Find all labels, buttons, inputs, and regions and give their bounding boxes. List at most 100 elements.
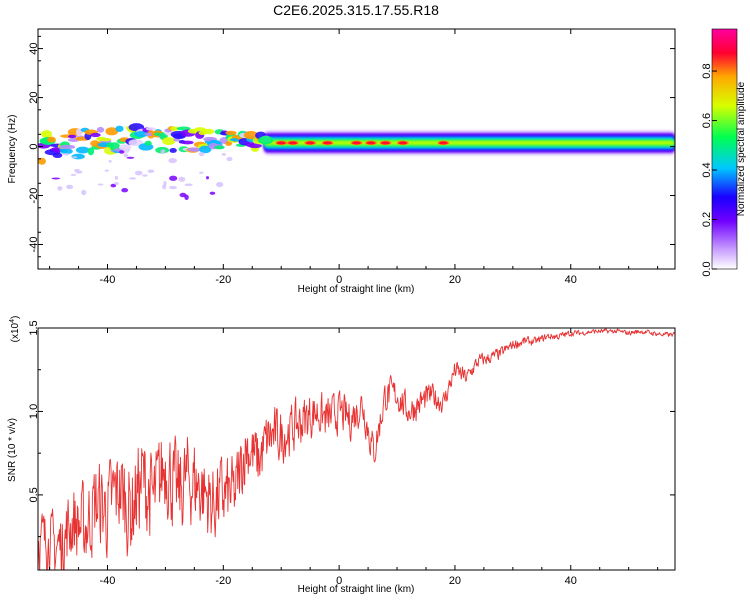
snr-background [38, 328, 675, 570]
spectrogram-faint-blob [119, 150, 125, 154]
spectrogram-blob [97, 137, 112, 142]
snr-x-tick-label: 40 [565, 575, 577, 587]
spectrogram-image [38, 123, 675, 201]
spectrogram-blob [199, 145, 212, 154]
spectrogram-faint-blob [221, 153, 227, 156]
spectrogram-y-axis-label: Frequency (Hz) [7, 115, 18, 184]
colorbar: 0.0 0.2 0.4 0.6 0.8 Normalized spectral ampl… [701, 28, 747, 277]
spectrogram-faint-blob [184, 183, 193, 187]
spectrogram-faint-blob [114, 182, 119, 185]
spectrogram-hotspot [366, 141, 376, 145]
spectrogram-blob [76, 128, 83, 137]
colorbar-gradient [711, 28, 738, 270]
spectrogram-faint-blob [110, 183, 117, 188]
spectrogram-faint-blob [142, 174, 148, 177]
spectrogram-blob [187, 147, 202, 152]
colorbar-tick-label: 0.4 [701, 162, 713, 177]
spectrogram-hotspot [438, 141, 448, 145]
spectrogram-faint-blob [184, 194, 189, 201]
snr-y-scale-note: (x104) [9, 316, 21, 343]
spectrogram-blob [169, 148, 177, 153]
spectrogram-x-tick-label: -40 [100, 274, 116, 286]
spectrogram-blob [134, 130, 149, 138]
snr-y-tick-label: 0.5 [28, 487, 40, 502]
colorbar-tick-label: 0.8 [701, 63, 713, 78]
spectrogram-blob [257, 136, 274, 145]
spectrogram-faint-blob [57, 186, 63, 191]
spectrogram-panel: -40 -20 0 20 40 -40 -20 0 20 40 Height of straigh… [7, 28, 676, 295]
spectrogram-faint-blob [71, 156, 78, 159]
spectrogram-faint-blob [81, 189, 87, 196]
spectrogram-blob [96, 126, 105, 133]
spectrogram-blob [40, 130, 53, 139]
spectrogram-faint-blob [121, 187, 129, 193]
spectrogram-blob [47, 136, 56, 143]
spectrogram-ticks: -40 -20 0 20 40 -40 -20 0 20 40 [28, 29, 675, 286]
spectrogram-blob [67, 134, 77, 139]
spectrogram-faint-blob [51, 177, 61, 180]
spectrogram-blob [225, 130, 237, 136]
spectrogram-hotspot [352, 141, 361, 145]
snr-frame [37, 327, 676, 571]
spectrogram-faint-blob [126, 156, 135, 159]
spectrogram-blob [59, 144, 76, 150]
spectrogram-blob [75, 146, 90, 154]
spectrogram-x-tick-label: -20 [215, 274, 231, 286]
spectrogram-blob [63, 148, 73, 154]
spectrogram-faint-blob [169, 185, 178, 190]
spectrogram-faint-blob [205, 176, 210, 180]
spectrogram-faint-blob [104, 169, 109, 172]
snr-y-tick-label: 1.5 [28, 320, 40, 335]
spectrogram-y-tick-label: 20 [28, 91, 40, 103]
spectrogram-blob [248, 143, 262, 149]
spectrogram-blob [202, 128, 215, 135]
spectrogram-x-tick-label: 0 [336, 274, 342, 286]
snr-x-axis-label: Height of straight line (km) [298, 584, 415, 595]
colorbar-tick-label: 0.0 [701, 261, 713, 276]
spectrogram-x-axis-label: Height of straight line (km) [298, 284, 415, 295]
spectrogram-hotspot [276, 141, 286, 145]
snr-y-axis-label: SNR (10 * v/v) [7, 418, 18, 482]
spectrogram-blob [115, 125, 124, 132]
spectrogram-hotspot [398, 141, 408, 145]
spectrogram-blob [225, 141, 233, 146]
spectrogram-faint-blob [74, 168, 80, 172]
spectrogram-hotspot [288, 141, 298, 145]
spectrogram-faint-blob [63, 153, 70, 156]
spectrogram-y-tick-label: 40 [28, 42, 40, 54]
colorbar-tick-label: 0.2 [701, 212, 713, 227]
spectrogram-y-tick-label: -40 [28, 237, 40, 253]
spectrogram-blob [170, 126, 179, 131]
spectrogram-y-tick-label: -20 [28, 188, 40, 204]
spectrogram-faint-blob [215, 181, 224, 188]
spectrogram-faint-blob [147, 169, 155, 173]
spectrogram-hotspot [305, 141, 315, 145]
spectrogram-faint-blob [108, 160, 112, 163]
spectrogram-blob [87, 147, 95, 156]
snr-x-tick-label: 20 [449, 575, 461, 587]
spectrogram-faint-blob [129, 177, 137, 180]
spectrogram-blob [162, 137, 176, 145]
spectrogram-blob [144, 140, 152, 146]
spectrogram-faint-blob [123, 153, 129, 158]
spectrogram-x-tick-label: 20 [449, 274, 461, 286]
spectrogram-blob [118, 144, 132, 151]
spectrogram-blob [128, 139, 144, 147]
spectrogram-faint-blob [169, 175, 178, 181]
spectrogram-blob [214, 145, 225, 150]
spectrogram-blob [90, 132, 101, 138]
spectrogram-blob [154, 132, 162, 136]
snr-x-tick-label: -40 [100, 575, 116, 587]
spectrogram-faint-blob [114, 175, 118, 180]
colorbar-ticks: 0.0 0.2 0.4 0.6 0.8 [701, 63, 717, 277]
snr-x-tick-label: -20 [215, 575, 231, 587]
chart-title: C2E6.2025.315.17.55.R18 [273, 2, 439, 18]
spectrogram-faint-blob [178, 176, 186, 182]
spectrogram-blob [52, 152, 63, 159]
spectrogram-faint-blob [226, 156, 233, 162]
spectrogram-faint-blob [134, 170, 143, 176]
spectrogram-blob [38, 157, 46, 165]
snr-ticks: -40 -20 0 20 40 0.5 1.0 1.5 [28, 320, 675, 587]
spectrogram-faint-blob [97, 183, 104, 186]
